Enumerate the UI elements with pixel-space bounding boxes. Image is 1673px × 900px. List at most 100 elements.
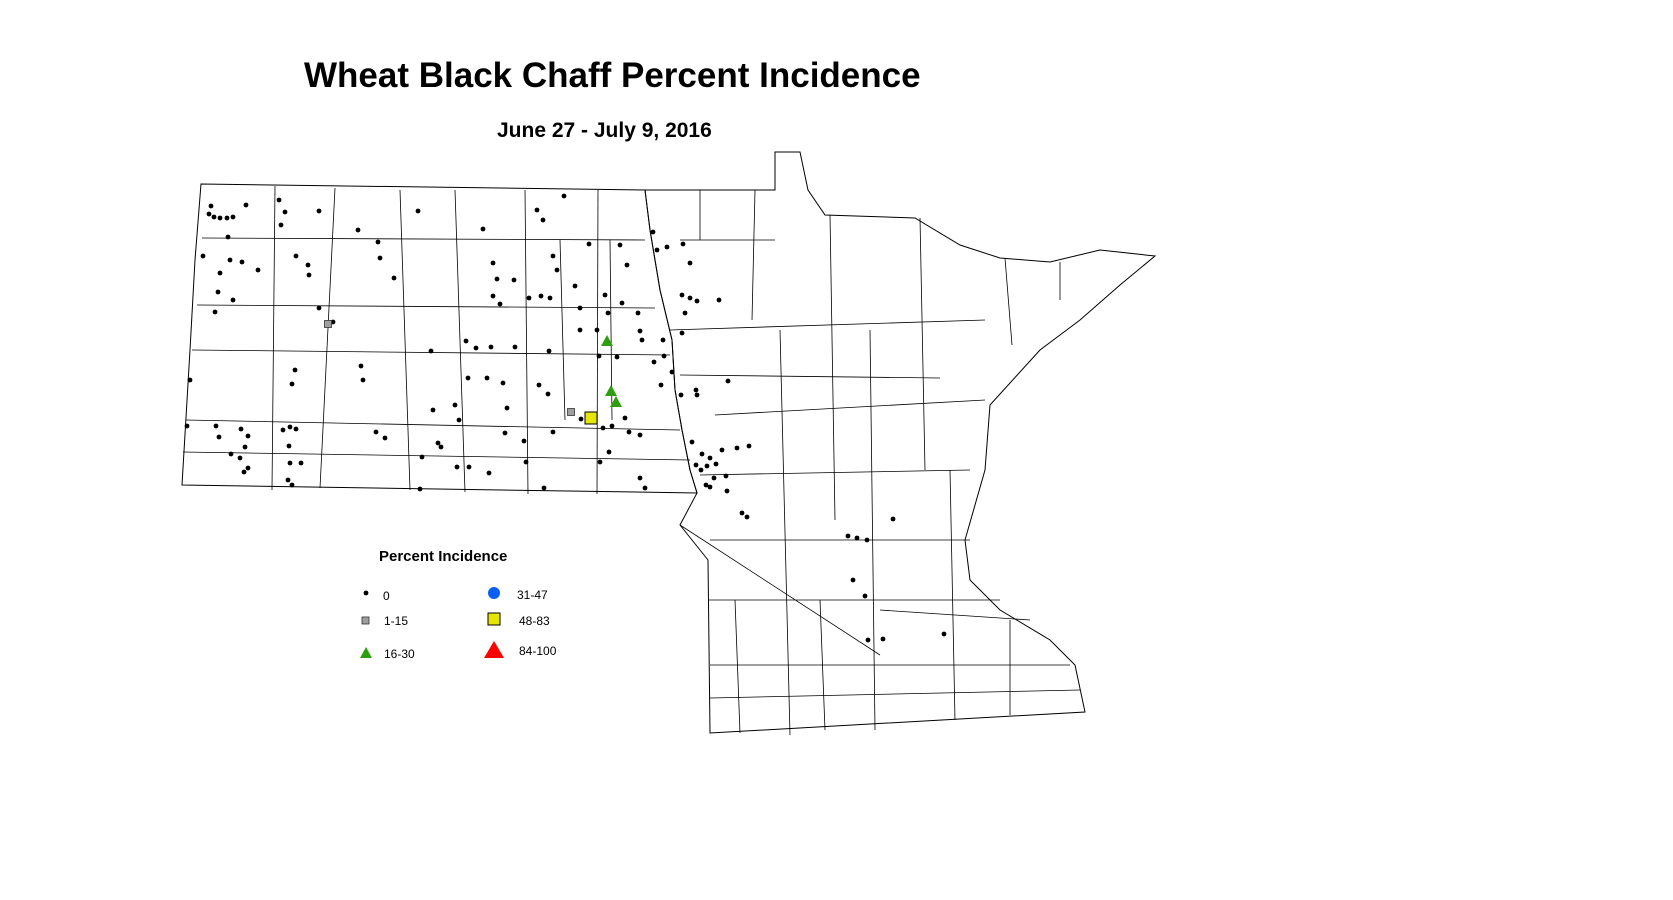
point-0-percent (497, 301, 503, 307)
county-line (949, 469, 956, 721)
county-line (182, 451, 691, 461)
point-0-percent (217, 270, 223, 276)
point-0-percent (650, 229, 656, 235)
county-line (399, 189, 411, 491)
point-0-percent (511, 277, 517, 283)
point-0-percent (187, 377, 193, 383)
point-0-percent (200, 253, 206, 259)
point-0-percent (289, 381, 295, 387)
point-0-percent (547, 295, 553, 301)
point-0-percent (687, 260, 693, 266)
legend-symbols (360, 587, 504, 658)
point-0-percent (660, 337, 666, 343)
point-0-percent (850, 577, 856, 583)
point-0-percent (287, 424, 293, 430)
point-0-percent (594, 327, 600, 333)
point-0-percent (239, 259, 245, 265)
point-0-percent (622, 415, 628, 421)
point-0-percent (228, 451, 234, 457)
map-subtitle: June 27 - July 9, 2016 (497, 119, 712, 142)
county-line (319, 187, 336, 489)
point-0-percent (669, 369, 675, 375)
point-0-percent (293, 426, 299, 432)
point-0-percent (724, 488, 730, 494)
point-0-percent (577, 305, 583, 311)
county-line (679, 374, 941, 379)
legend-yellow-square-icon (487, 612, 501, 626)
point-0-percent (664, 244, 670, 250)
legend-blue-circle-icon (488, 587, 500, 599)
point-0-percent (614, 354, 620, 360)
point-0-percent (435, 440, 441, 446)
point-0-percent (419, 454, 425, 460)
point-0-percent (605, 310, 611, 316)
point-0-percent (211, 214, 217, 220)
point-0-percent (545, 391, 551, 397)
point-0-percent (693, 462, 699, 468)
point-0-percent (375, 239, 381, 245)
point-0-percent (316, 305, 322, 311)
point-0-percent (707, 484, 713, 490)
point-0-percent (600, 425, 606, 431)
point-0-percent (255, 267, 261, 273)
point-0-percent (377, 255, 383, 261)
point-1-15-percent (324, 320, 332, 328)
point-0-percent (626, 429, 632, 435)
point-0-percent (504, 405, 510, 411)
point-0-percent (845, 533, 851, 539)
point-0-percent (713, 461, 719, 467)
point-0-percent (694, 298, 700, 304)
point-0-percent (536, 382, 542, 388)
point-0-percent (746, 443, 752, 449)
point-0-percent (227, 257, 233, 263)
point-0-percent (739, 510, 745, 516)
point-0-percent (512, 344, 518, 350)
point-0-percent (637, 475, 643, 481)
county-line (201, 237, 646, 241)
county-line (596, 189, 599, 495)
point-0-percent (637, 328, 643, 334)
point-0-percent (703, 482, 709, 488)
point-0-percent (237, 455, 243, 461)
county-line (829, 214, 836, 521)
point-0-percent (452, 402, 458, 408)
point-0-percent (572, 283, 578, 289)
county-line (751, 189, 756, 321)
point-0-percent (278, 222, 284, 228)
point-0-percent (725, 378, 731, 384)
point-0-percent (490, 260, 496, 266)
point-0-percent (577, 327, 583, 333)
point-0-percent (225, 234, 231, 240)
county-line (779, 329, 791, 736)
point-0-percent (488, 344, 494, 350)
point-16-30-percent (605, 385, 617, 396)
point-0-percent (561, 193, 567, 199)
point-0-percent (238, 426, 244, 432)
point-0-percent (215, 289, 221, 295)
point-0-percent (541, 485, 547, 491)
point-0-percent (208, 203, 214, 209)
county-line (869, 329, 876, 731)
point-0-percent (242, 444, 248, 450)
point-0-percent (716, 297, 722, 303)
point-0-percent (862, 593, 868, 599)
point-0-percent (744, 514, 750, 520)
point-0-percent (890, 516, 896, 522)
county-line (196, 304, 656, 309)
point-0-percent (480, 226, 486, 232)
point-0-percent (617, 242, 623, 248)
point-0-percent (719, 447, 725, 453)
county-line (714, 399, 986, 416)
point-0-percent (689, 439, 695, 445)
point-0-percent (230, 297, 236, 303)
county-line (879, 609, 1031, 621)
point-0-percent (693, 387, 699, 393)
legend-title: Percent Incidence (379, 548, 508, 565)
point-0-percent (578, 416, 584, 422)
point-0-percent (637, 432, 643, 438)
legend-gray-square-icon (361, 616, 370, 625)
point-0-percent (694, 392, 700, 398)
point-0-percent (358, 363, 364, 369)
point-0-percent (230, 214, 236, 220)
